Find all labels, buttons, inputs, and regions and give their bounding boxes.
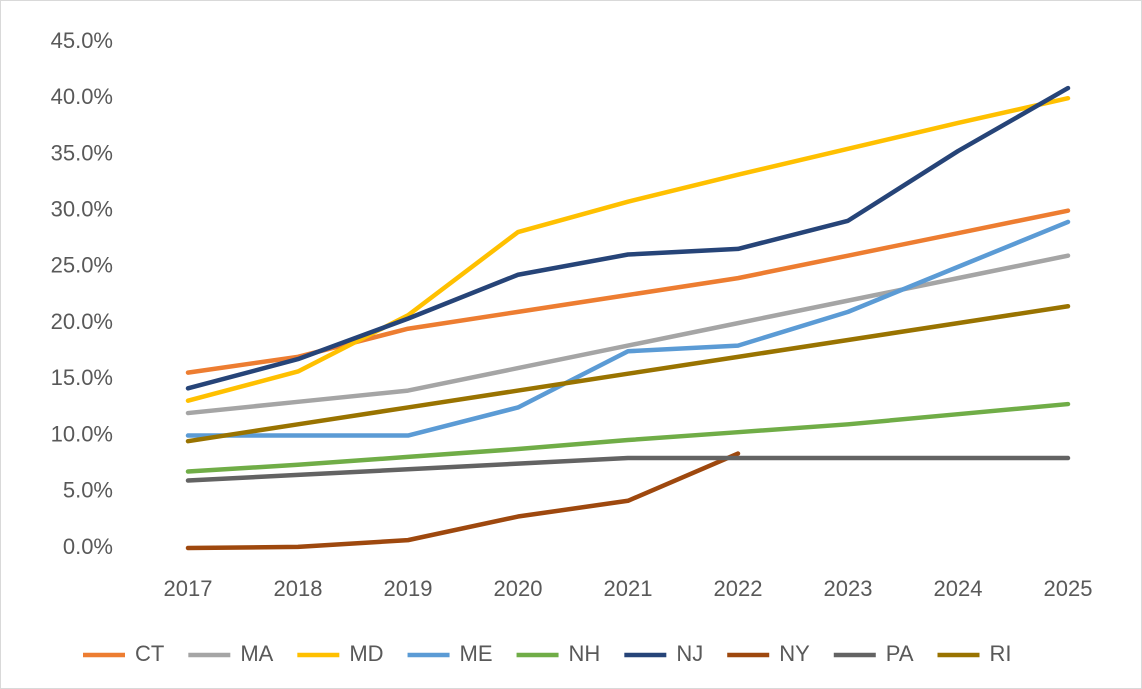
x-tick-label: 2025 bbox=[1044, 576, 1093, 601]
y-tick-label: 5.0% bbox=[63, 478, 113, 503]
x-tick-label: 2017 bbox=[164, 576, 213, 601]
line-series bbox=[185, 85, 1071, 391]
line-series bbox=[185, 219, 1071, 438]
y-tick-label: 10.0% bbox=[51, 421, 113, 446]
legend-label: NH bbox=[569, 641, 601, 666]
y-tick-label: 25.0% bbox=[51, 253, 113, 278]
y-tick-label: 40.0% bbox=[51, 84, 113, 109]
line-series bbox=[185, 95, 1071, 403]
legend-label: CT bbox=[135, 641, 164, 666]
x-tick-label: 2021 bbox=[604, 576, 653, 601]
line-series bbox=[185, 253, 1071, 416]
legend-label: NY bbox=[779, 641, 810, 666]
y-tick-label: 30.0% bbox=[51, 196, 113, 221]
line-series bbox=[185, 401, 1071, 474]
y-tick-label: 0.0% bbox=[63, 534, 113, 559]
x-tick-label: 2018 bbox=[274, 576, 323, 601]
x-tick-label: 2023 bbox=[824, 576, 873, 601]
y-tick-label: 20.0% bbox=[51, 309, 113, 334]
line-series bbox=[185, 455, 1071, 483]
legend-label: MD bbox=[349, 641, 383, 666]
x-tick-label: 2019 bbox=[384, 576, 433, 601]
x-tick-label: 2024 bbox=[934, 576, 983, 601]
y-tick-label: 45.0% bbox=[51, 28, 113, 53]
line-series bbox=[185, 451, 741, 551]
y-tick-label: 35.0% bbox=[51, 140, 113, 165]
legend-label: MA bbox=[240, 641, 273, 666]
legend-label: RI bbox=[990, 641, 1012, 666]
line-series bbox=[185, 303, 1071, 444]
x-tick-label: 2022 bbox=[714, 576, 763, 601]
legend-label: NJ bbox=[676, 641, 703, 666]
x-tick-label: 2020 bbox=[494, 576, 543, 601]
legend-label: PA bbox=[886, 641, 914, 666]
legend-label: ME bbox=[460, 641, 493, 666]
y-tick-label: 15.0% bbox=[51, 365, 113, 390]
